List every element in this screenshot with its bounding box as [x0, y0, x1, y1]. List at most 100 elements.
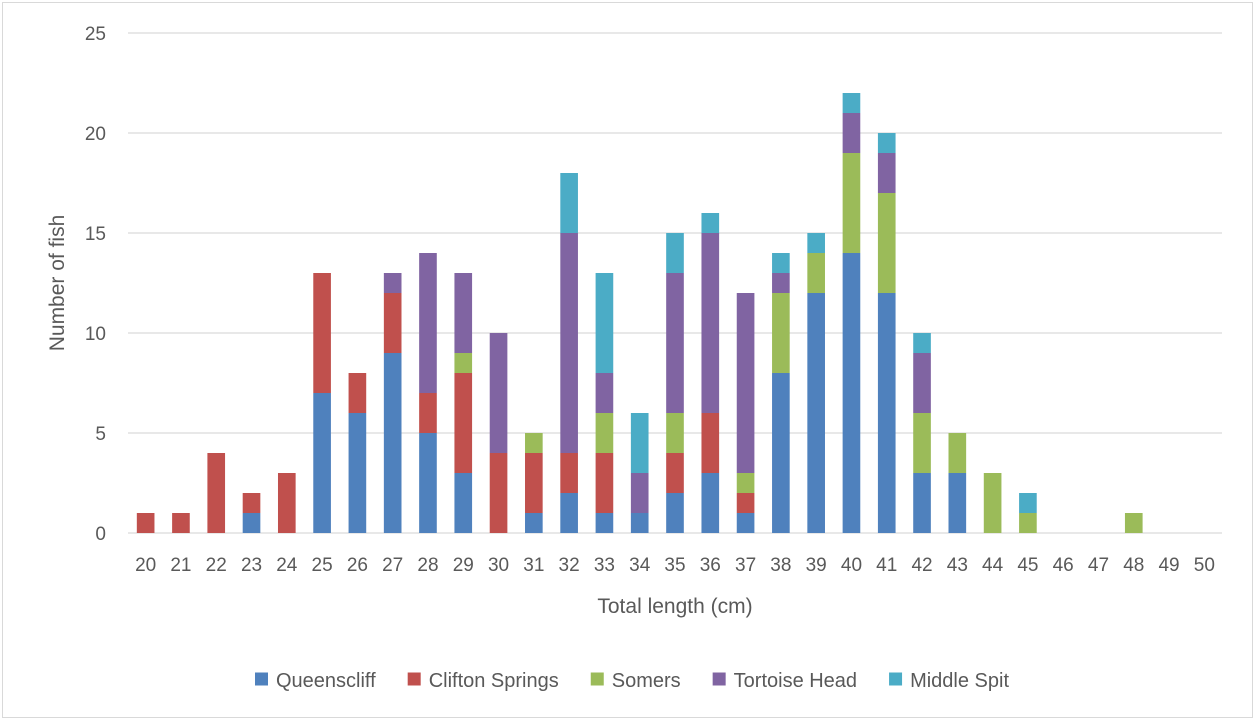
bar-segment-clifton-springs-21 — [172, 513, 190, 533]
bar-segment-clifton-springs-20 — [136, 513, 155, 533]
x-tick-label: 34 — [629, 555, 651, 576]
bar-segment-clifton-springs-25 — [313, 273, 331, 393]
bar-segment-middle-spit-32 — [560, 173, 578, 233]
legend-label: Queenscliff — [276, 670, 376, 692]
bar-segment-queenscliff-37 — [736, 513, 755, 533]
bar-segment-middle-spit-42 — [913, 333, 931, 353]
legend-item-clifton-springs: Clifton Springs — [407, 670, 559, 692]
x-tick-label: 35 — [664, 555, 685, 576]
x-tick-label: 36 — [700, 555, 721, 576]
bar-segment-somers-41 — [877, 193, 896, 293]
bar-segment-clifton-springs-31 — [525, 453, 543, 513]
bar-segment-somers-35 — [666, 413, 684, 453]
bar-segment-middle-spit-36 — [701, 213, 720, 233]
bar-segment-queenscliff-29 — [454, 473, 473, 533]
x-tick-label: 26 — [347, 555, 368, 576]
bar-segment-tortoise-head-34 — [630, 473, 649, 513]
bar-segment-queenscliff-41 — [877, 293, 896, 533]
bar-segment-queenscliff-31 — [525, 513, 543, 533]
bar-segment-queenscliff-33 — [595, 513, 614, 533]
bar-segment-clifton-springs-29 — [454, 373, 473, 473]
x-tick-label: 40 — [841, 555, 862, 576]
x-tick-label: 28 — [417, 555, 438, 576]
legend: Queenscliff Clifton Springs Somers Tortoise… — [255, 670, 1009, 692]
bar-segment-tortoise-head-36 — [701, 233, 720, 413]
bar-segment-queenscliff-36 — [701, 473, 720, 533]
bar-segment-queenscliff-28 — [419, 433, 437, 533]
y-tick-label: 15 — [85, 224, 106, 245]
bar-segment-queenscliff-27 — [383, 353, 402, 533]
bar-segment-somers-48 — [1124, 513, 1143, 533]
x-tick-label: 38 — [770, 555, 791, 576]
bar-segment-queenscliff-34 — [630, 513, 649, 533]
x-tick-label: 39 — [806, 555, 827, 576]
bar-segment-clifton-springs-28 — [419, 393, 437, 433]
legend-swatch — [407, 672, 421, 686]
bar-segment-somers-33 — [595, 413, 614, 453]
x-tick-label: 22 — [206, 555, 227, 576]
y-tick-labels: 0 5 10 15 20 25 — [85, 24, 106, 545]
legend-swatch — [255, 672, 268, 686]
bar-segment-clifton-springs-22 — [207, 453, 226, 533]
x-tick-label: 42 — [911, 555, 932, 576]
bar-segment-clifton-springs-27 — [383, 293, 402, 353]
bar-segment-queenscliff-38 — [772, 373, 790, 533]
x-tick-label: 20 — [135, 555, 156, 576]
legend-label: Middle Spit — [910, 670, 1009, 692]
bar-segment-queenscliff-23 — [242, 513, 261, 533]
bar-segment-middle-spit-34 — [630, 413, 649, 473]
bar-segment-tortoise-head-40 — [842, 113, 861, 153]
legend-swatch — [889, 672, 903, 686]
x-tick-label: 24 — [276, 555, 298, 576]
x-tick-label: 32 — [559, 555, 580, 576]
bar-segment-somers-43 — [948, 433, 967, 473]
bar-segment-tortoise-head-37 — [736, 293, 755, 473]
bar-segment-middle-spit-40 — [842, 93, 861, 113]
y-tick-label: 20 — [85, 124, 106, 145]
x-tick-label: 43 — [947, 555, 968, 576]
bar-segment-tortoise-head-38 — [772, 273, 790, 293]
bar-segment-clifton-springs-24 — [277, 473, 296, 533]
bar-segment-clifton-springs-33 — [595, 453, 614, 513]
x-tick-label: 21 — [170, 555, 191, 576]
x-tick-label: 45 — [1017, 555, 1038, 576]
bar-segment-tortoise-head-30 — [489, 333, 508, 453]
legend-label: Somers — [612, 670, 681, 692]
bar-segment-somers-39 — [807, 253, 825, 293]
bar-segment-clifton-springs-30 — [489, 453, 508, 533]
bars — [136, 93, 1143, 533]
legend-swatch — [590, 672, 604, 686]
bar-segment-tortoise-head-32 — [560, 233, 578, 453]
x-tick-labels: 20 21 22 23 24 25 26 27 28 29 30 31 32 33 34 35 36 37 38 39… — [135, 555, 1215, 576]
x-tick-label: 27 — [382, 555, 403, 576]
bar-segment-middle-spit-35 — [666, 233, 684, 273]
x-axis-title: Total length (cm) — [597, 595, 752, 618]
bar-segment-queenscliff-42 — [913, 473, 931, 533]
bar-segment-somers-42 — [913, 413, 931, 473]
bar-segment-clifton-springs-32 — [560, 453, 578, 493]
bar-segment-somers-45 — [1019, 513, 1037, 533]
y-tick-label: 0 — [95, 524, 106, 545]
x-tick-label: 46 — [1053, 555, 1074, 576]
x-tick-label: 23 — [241, 555, 262, 576]
bar-segment-somers-44 — [983, 473, 1002, 533]
bar-segment-middle-spit-39 — [807, 233, 825, 253]
x-tick-label: 48 — [1123, 555, 1144, 576]
bar-segment-somers-38 — [772, 293, 790, 373]
bar-segment-clifton-springs-36 — [701, 413, 720, 473]
bar-segment-tortoise-head-28 — [419, 253, 437, 393]
x-tick-label: 31 — [523, 555, 544, 576]
gridlines — [128, 32, 1222, 534]
x-tick-label: 30 — [488, 555, 509, 576]
bar-segment-somers-40 — [842, 153, 861, 253]
x-tick-label: 29 — [453, 555, 474, 576]
bar-segment-tortoise-head-27 — [383, 273, 402, 293]
bar-segment-queenscliff-25 — [313, 393, 331, 533]
x-tick-label: 50 — [1194, 555, 1215, 576]
bar-segment-middle-spit-41 — [877, 133, 896, 153]
bar-segment-queenscliff-40 — [842, 253, 861, 533]
x-tick-label: 41 — [876, 555, 897, 576]
bar-segment-tortoise-head-41 — [877, 153, 896, 193]
